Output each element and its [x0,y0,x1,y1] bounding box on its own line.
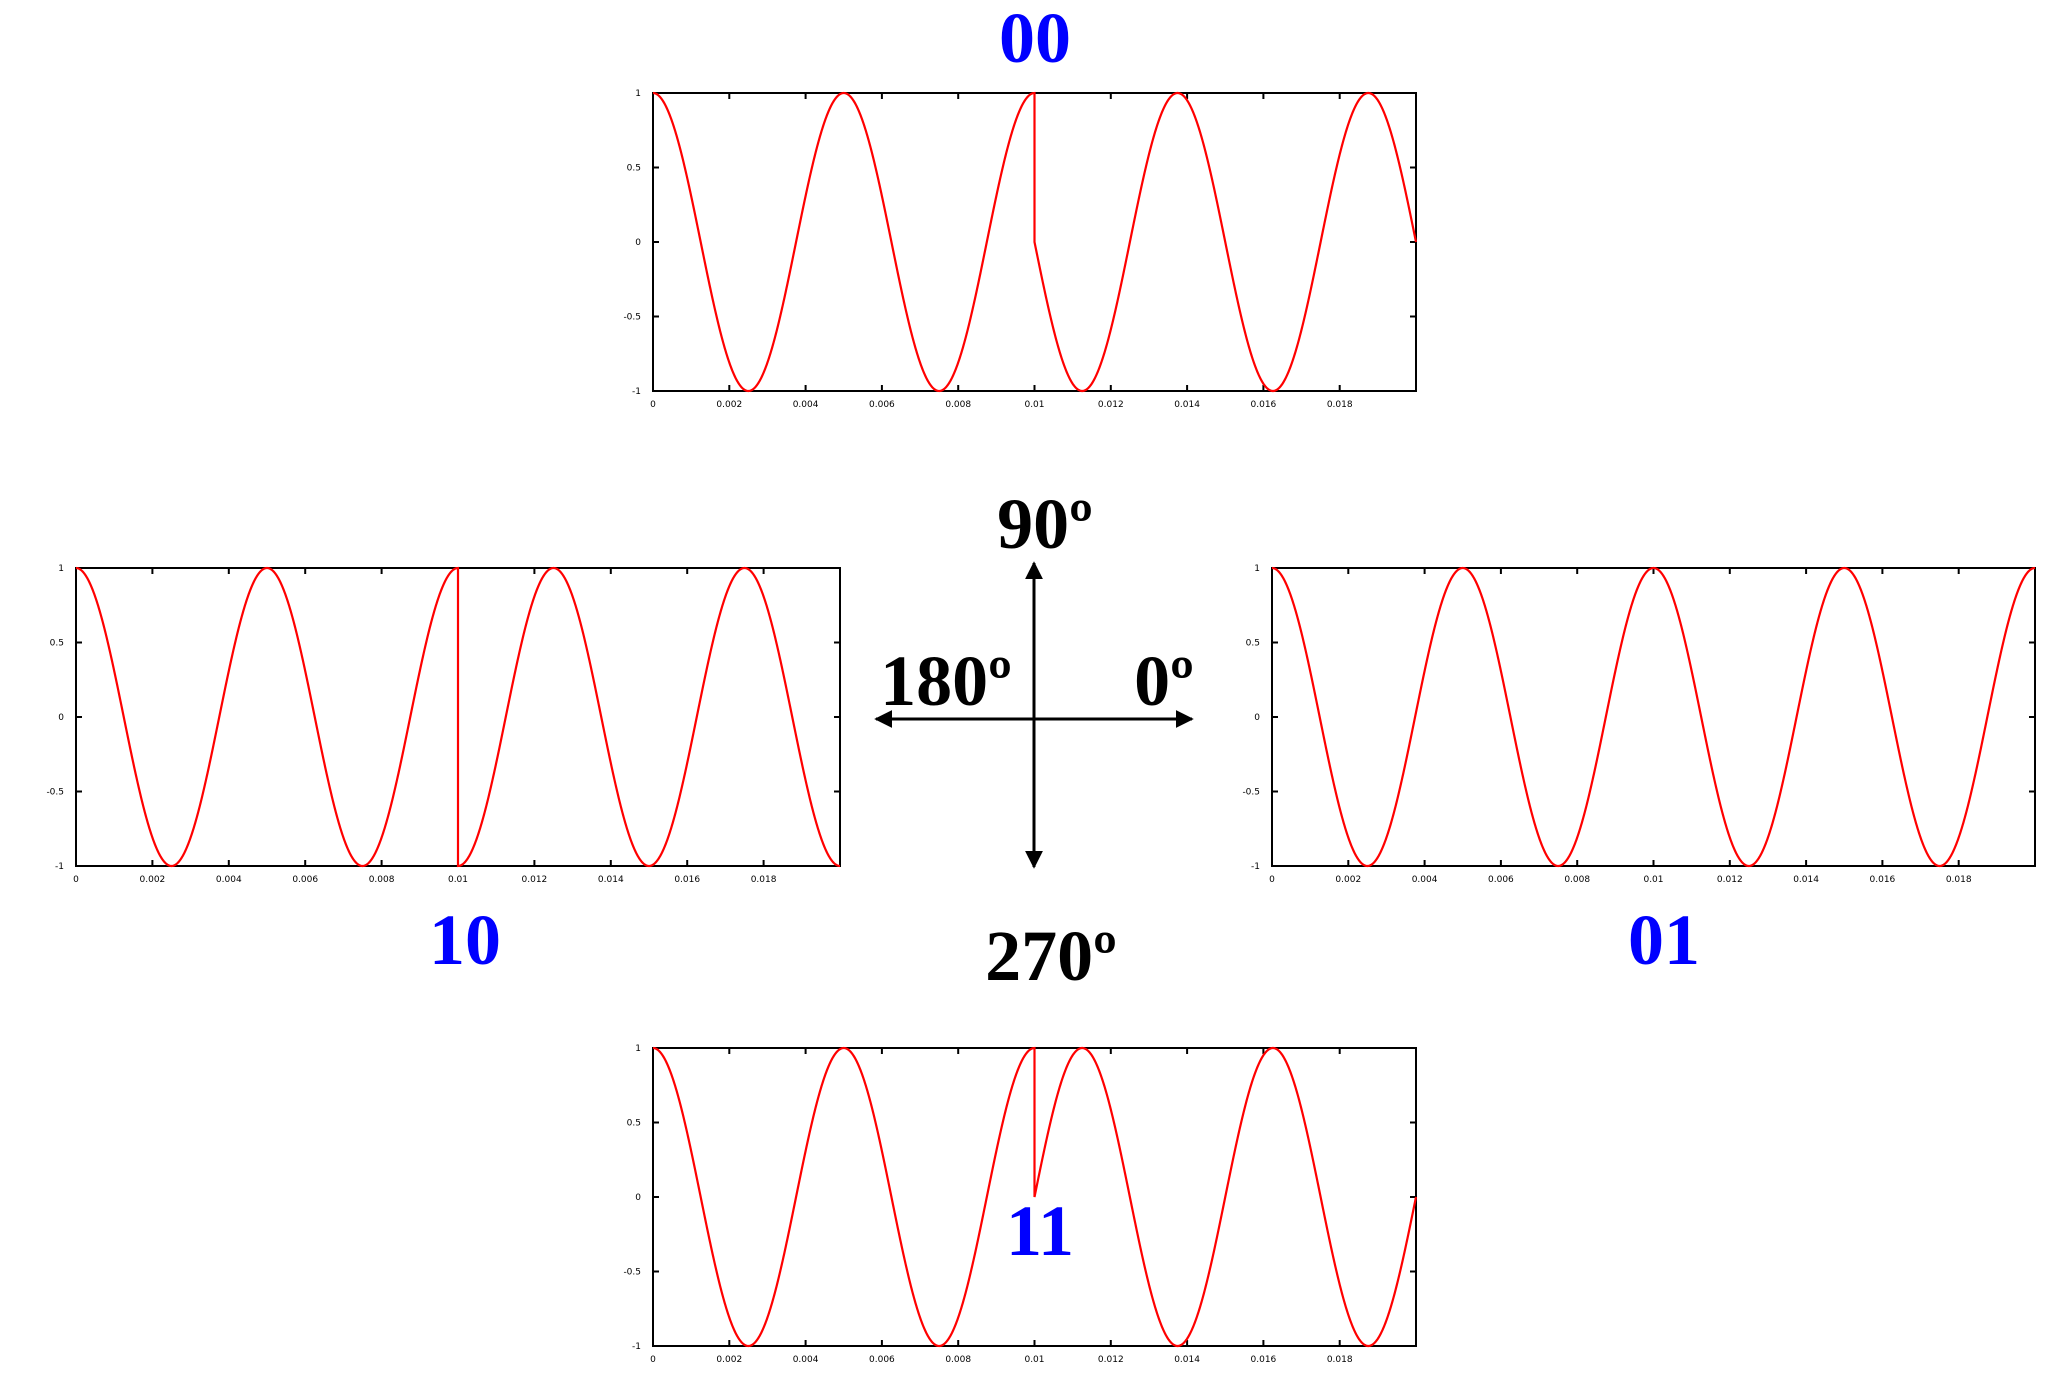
y-tick-label: -0.5 [623,1268,641,1278]
y-tick-label: 1 [635,1044,641,1054]
code-label-11: 11 [1006,1191,1074,1271]
x-tick-label: 0.014 [1174,1355,1200,1365]
phase-axes: 90º 180º 0º 270º [874,484,1194,996]
code-label-01: 01 [1628,900,1700,980]
waveform-chart-10: 0 0.002 0.004 0.006 0.008 0.01 0.012 0.014 0.016… [46,564,841,885]
y-tick-label: -0.5 [46,788,64,798]
waveform-line [1271,566,2036,868]
y-tick-label: -1 [55,862,64,872]
plot-frame [1271,567,2036,867]
x-tick-label: 0.002 [140,875,166,885]
y-tick-label: -1 [1251,862,1260,872]
x-tick-label: 0.016 [1251,400,1277,410]
y-tick-label: -0.5 [1242,788,1260,798]
x-tick-label: 0.012 [1098,1355,1124,1365]
x-tick-label: 0 [73,875,79,885]
x-tick-label: 0.018 [1327,400,1353,410]
axis-label-270: 270º [985,916,1117,996]
y-tick-label: 0.5 [50,639,64,649]
axis-label-180: 180º [880,641,1012,721]
y-tick-label: 1 [635,89,641,99]
y-tick-label: 0.5 [627,164,641,174]
x-tick-label: 0.002 [716,1355,742,1365]
x-tick-label: 0.002 [716,400,742,410]
x-tick-label: 0.006 [869,400,895,410]
y-tick-label: 0 [58,713,64,723]
x-tick-label: 0 [650,1355,656,1365]
x-tick-label: 0.004 [1412,875,1438,885]
x-tick-label: 0.012 [1717,875,1743,885]
x-tick-label: 0.018 [1946,875,1972,885]
waveform-line [652,91,1418,393]
x-tick-label: 0.016 [1251,1355,1277,1365]
y-tick-label: 0 [635,238,641,248]
x-tick-label: 0.01 [1024,1355,1044,1365]
x-tick-label: 0.008 [945,400,971,410]
x-tick-label: 0.01 [1643,875,1663,885]
y-tick-label: -1 [632,387,641,397]
x-tick-label: 0 [650,400,656,410]
x-tick-label: 0.002 [1335,875,1361,885]
x-tick-label: 0.012 [522,875,548,885]
waveform-line [652,1046,1418,1348]
x-tick-label: 0.006 [869,1355,895,1365]
x-tick-label: 0.016 [674,875,700,885]
x-tick-label: 0.004 [793,1355,819,1365]
code-label-10: 10 [429,900,501,980]
y-tick-label: 0.5 [627,1119,641,1129]
x-tick-label: 0.016 [1870,875,1896,885]
x-tick-label: 0.008 [369,875,395,885]
x-tick-label: 0.014 [1174,400,1200,410]
x-tick-label: 0.008 [945,1355,971,1365]
y-tick-label: 1 [58,564,64,574]
x-tick-label: 0.01 [448,875,468,885]
x-tick-label: 0.006 [292,875,318,885]
waveform-chart-00: 0 0.002 0.004 0.006 0.008 0.01 0.012 0.014 0.016… [623,89,1418,410]
waveform-line [75,566,841,868]
x-tick-label: 0.018 [751,875,777,885]
waveform-chart-11: 0 0.002 0.004 0.006 0.008 0.01 0.012 0.014 0.016… [623,1044,1418,1365]
x-tick-label: 0.012 [1098,400,1124,410]
axis-label-90: 90º [997,484,1093,564]
x-tick-label: 0.006 [1488,875,1514,885]
y-tick-label: 0 [635,1193,641,1203]
code-label-00: 00 [999,0,1071,78]
x-tick-label: 0.014 [598,875,624,885]
y-tick-label: 0 [1254,713,1260,723]
y-tick-label: -1 [632,1342,641,1352]
y-tick-label: 1 [1254,564,1260,574]
x-tick-label: 0.014 [1793,875,1819,885]
axis-label-0: 0º [1134,641,1194,721]
x-tick-label: 0.01 [1024,400,1044,410]
y-tick-label: -0.5 [623,313,641,323]
y-tick-label: 0.5 [1246,639,1260,649]
x-tick-label: 0.008 [1564,875,1590,885]
x-tick-label: 0.004 [793,400,819,410]
x-tick-label: 0.018 [1327,1355,1353,1365]
x-tick-label: 0.004 [216,875,242,885]
waveform-chart-01: 0 0.002 0.004 0.006 0.008 0.01 0.012 0.014 0.016… [1242,564,2036,885]
x-tick-label: 0 [1269,875,1275,885]
